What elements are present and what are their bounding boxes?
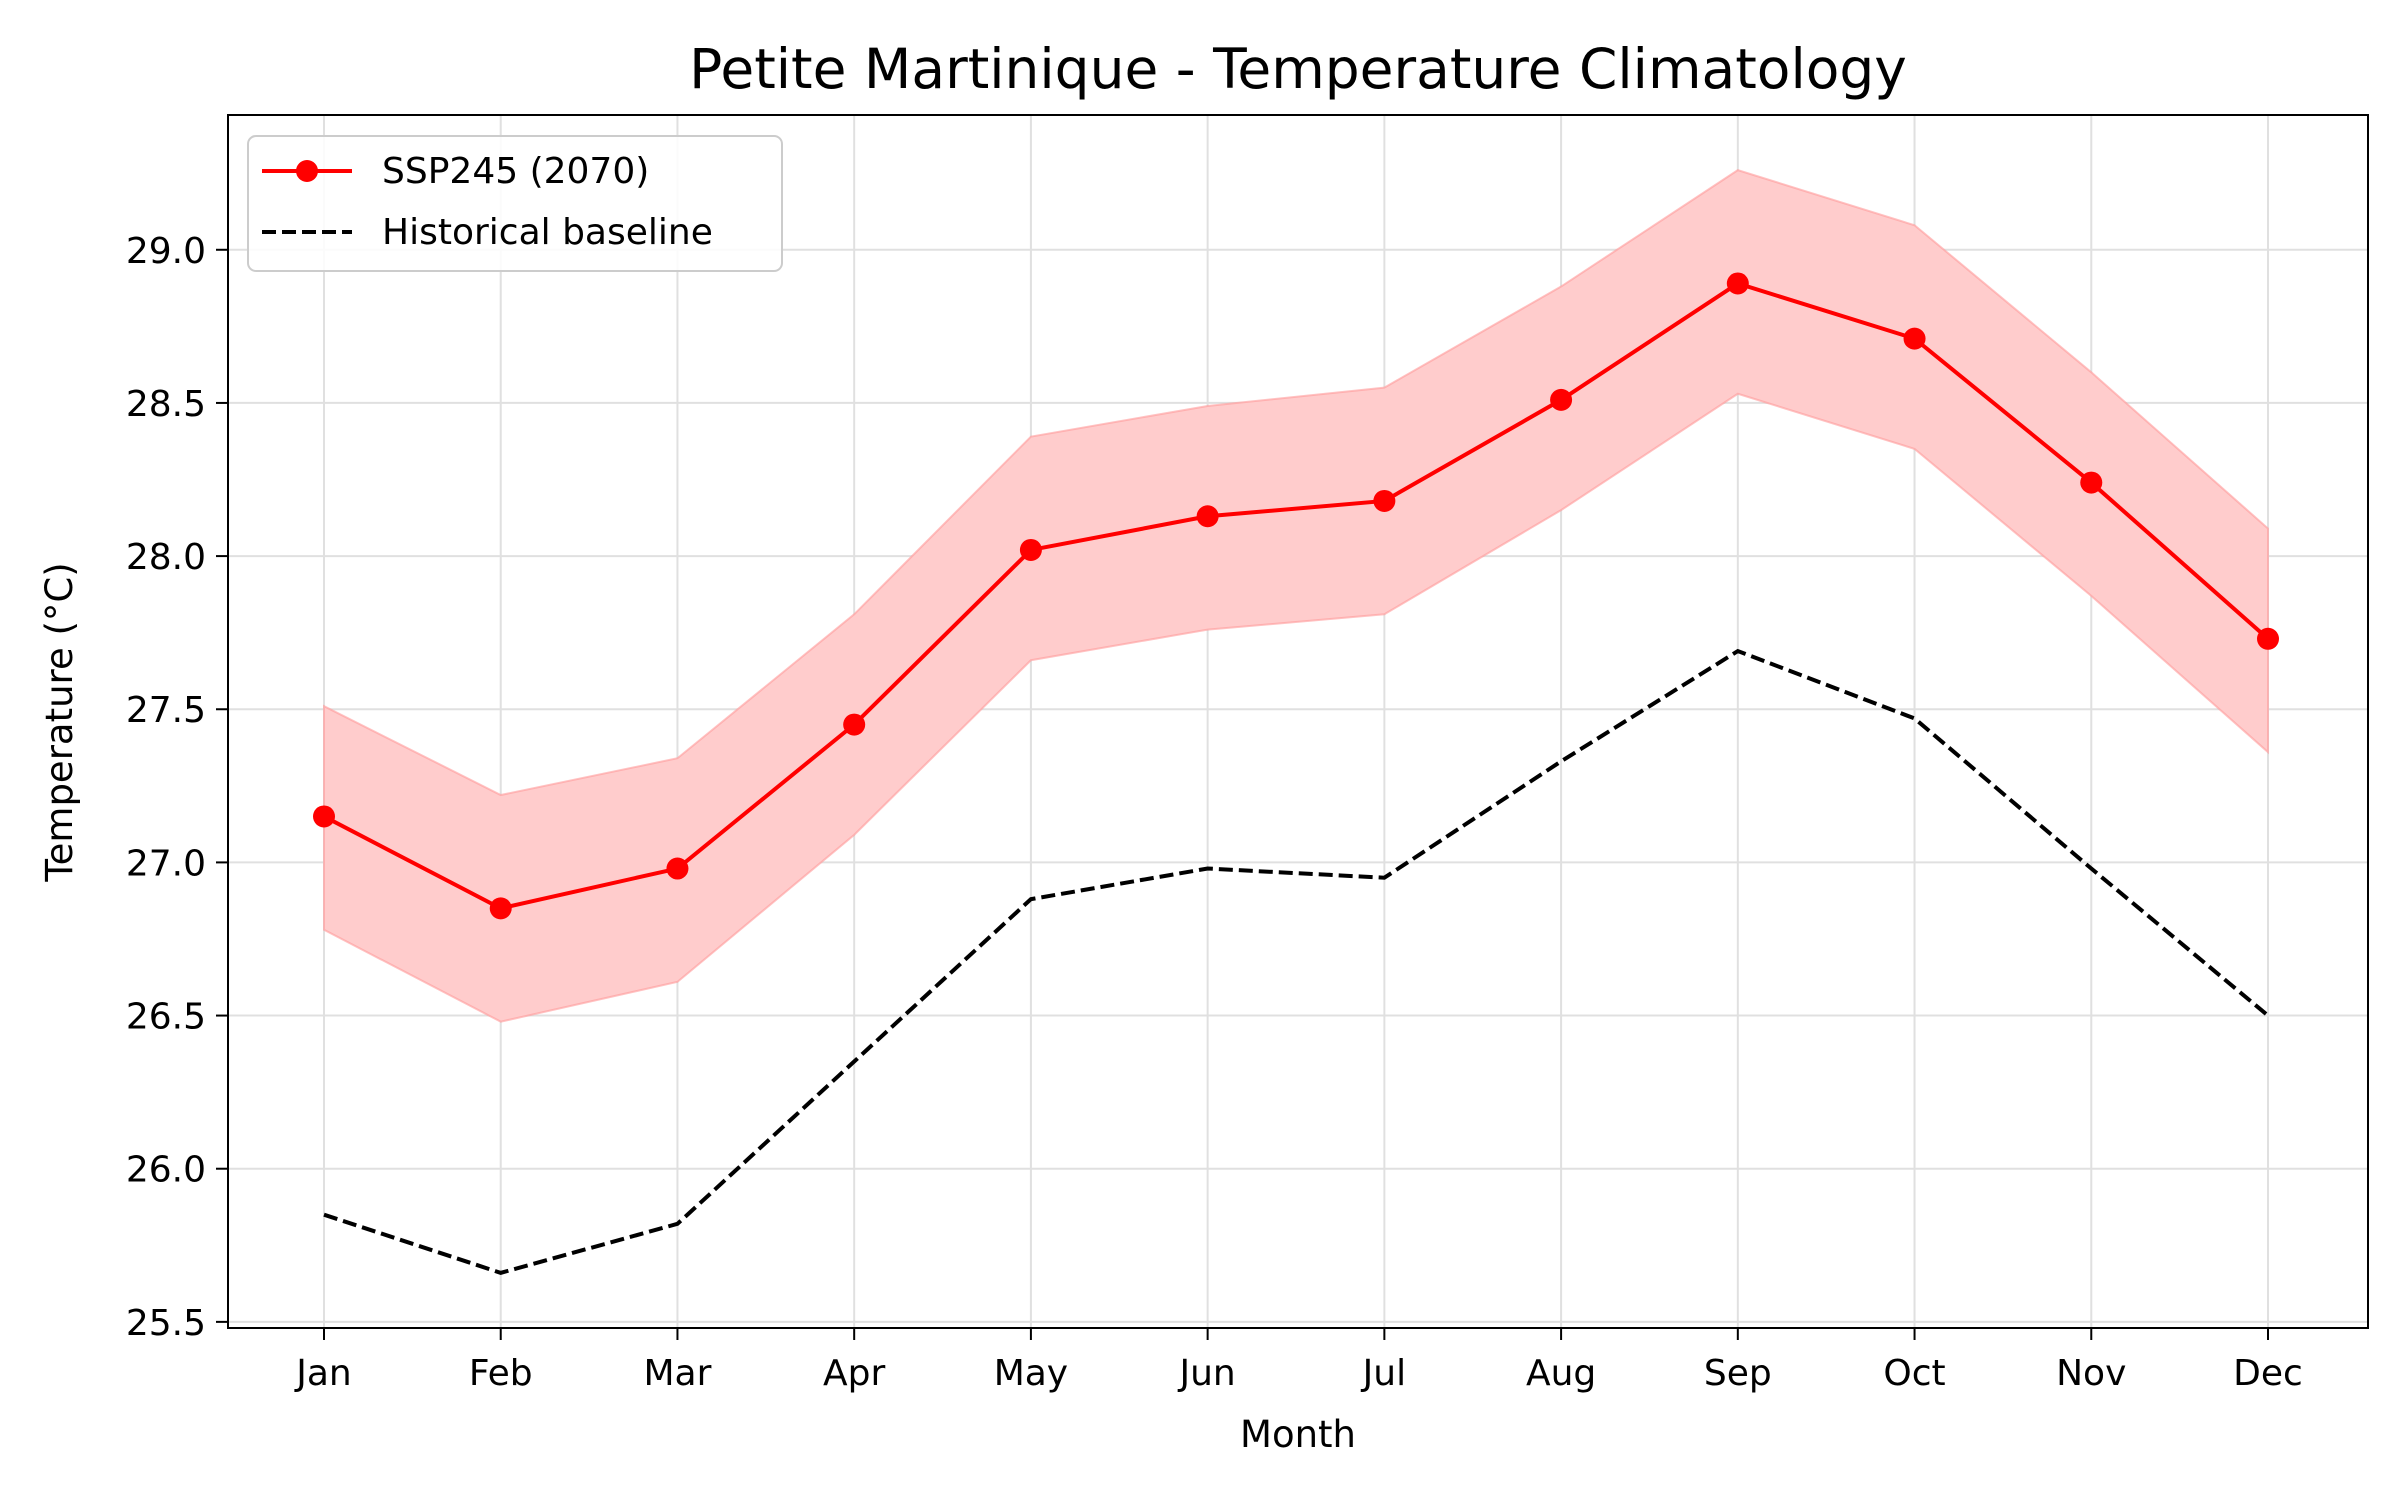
ssp245-marker (1726, 272, 1749, 295)
y-axis-title: Temperature (°C) (38, 562, 81, 882)
legend-box (247, 135, 783, 272)
ssp245-marker (843, 713, 866, 736)
historical-baseline-line (323, 648, 2270, 1275)
band-layer (323, 169, 2269, 1023)
legend-ssp245-marker (296, 160, 318, 182)
ssp245-marker (313, 805, 335, 828)
x-tick-label: Jun (1178, 1353, 1236, 1394)
ssp245-line (323, 281, 2270, 911)
x-tick-label: Aug (1526, 1353, 1596, 1394)
ssp245-marker (1196, 505, 1219, 528)
legend: SSP245 (2070) Historical baseline (247, 135, 783, 272)
y-tick-label: 27.0 (126, 843, 206, 884)
ssp245-uncertainty-band (323, 169, 2269, 1023)
x-tick-label: Nov (2056, 1353, 2126, 1394)
legend-historical-label: Historical baseline (382, 212, 713, 253)
ssp245-marker (1019, 538, 1042, 561)
x-axis: Jan Feb Mar Apr May Jun Jul Aug Sep Oct Nov Dec (294, 1328, 2303, 1394)
ssp245-marker (666, 857, 689, 880)
y-tick-label: 25.5 (126, 1303, 206, 1344)
y-tick-label: 27.5 (126, 690, 206, 731)
x-tick-label: Mar (643, 1353, 711, 1394)
x-tick-label: Feb (469, 1353, 533, 1394)
y-axis: 25.5 26.0 26.5 27.0 27.5 28.0 28.5 29.0 (126, 231, 228, 1344)
y-tick-label: 26.5 (126, 997, 206, 1038)
x-tick-label: May (994, 1353, 1068, 1394)
y-tick-label: 26.0 (126, 1150, 206, 1191)
ssp245-marker (489, 897, 512, 920)
x-tick-label: Jul (1361, 1353, 1406, 1394)
x-tick-label: Sep (1704, 1353, 1772, 1394)
plot-frame (227, 114, 2369, 1329)
x-tick-label: Oct (1883, 1353, 1945, 1394)
ssp245-marker (1903, 327, 1926, 350)
y-tick-label: 28.0 (126, 537, 206, 578)
ssp245-marker (1373, 489, 1396, 512)
y-tick-label: 29.0 (126, 231, 206, 272)
x-tick-label: Dec (2233, 1353, 2303, 1394)
x-tick-label: Jan (294, 1353, 352, 1394)
legend-ssp245-label: SSP245 (2070) (382, 151, 649, 192)
y-tick-label: 28.5 (126, 384, 206, 425)
x-axis-title: Month (1240, 1413, 1356, 1456)
ssp245-marker (2080, 471, 2103, 494)
series-layer (313, 272, 2279, 1275)
x-tick-label: Apr (823, 1353, 885, 1394)
ssp245-marker (2257, 627, 2279, 650)
ssp245-marker (1550, 388, 1573, 411)
chart-title: Petite Martinique - Temperature Climatol… (689, 37, 1907, 101)
